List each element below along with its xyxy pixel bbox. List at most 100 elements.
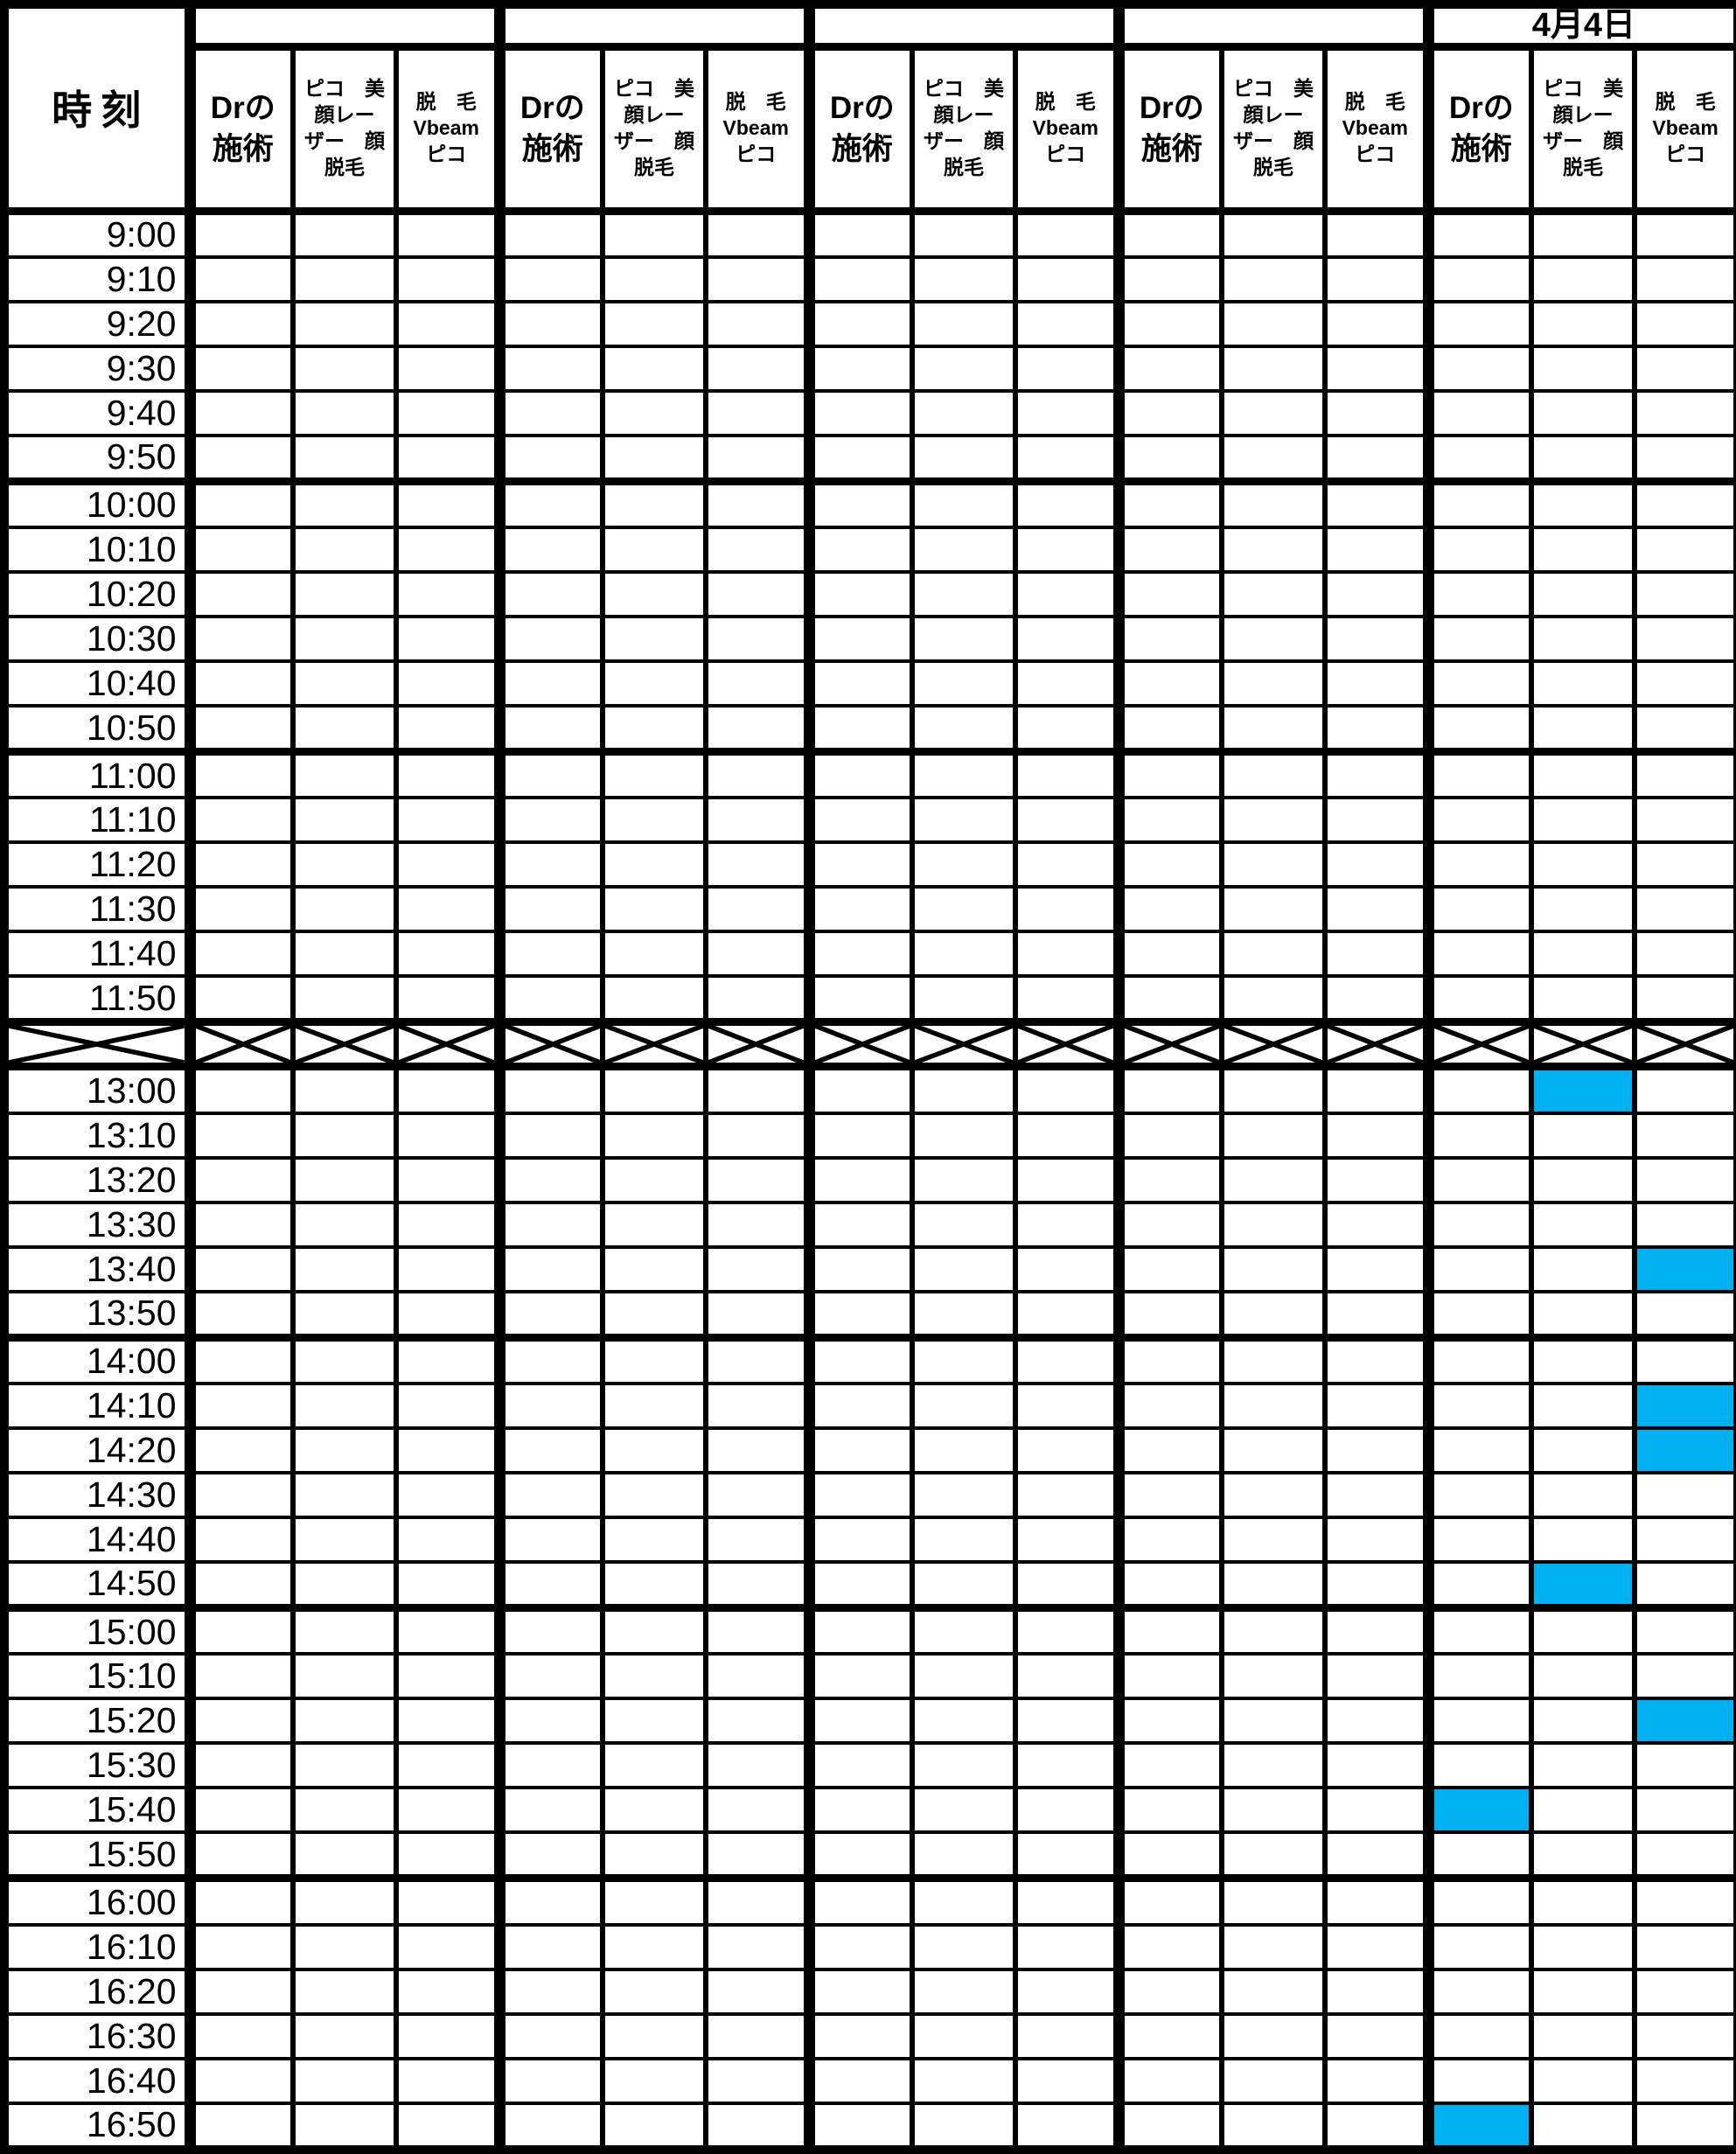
schedule-cell[interactable]	[600, 1155, 708, 1204]
schedule-cell[interactable]	[290, 1333, 398, 1385]
schedule-cell[interactable]	[1112, 840, 1224, 889]
schedule-cell[interactable]	[1322, 1470, 1431, 1519]
schedule-cell[interactable]	[1219, 388, 1328, 437]
schedule-cell[interactable]	[493, 1874, 605, 1927]
schedule-cell[interactable]	[393, 344, 502, 393]
schedule-cell[interactable]	[290, 299, 398, 348]
schedule-cell[interactable]	[1013, 254, 1121, 303]
schedule-cell[interactable]	[493, 659, 605, 708]
schedule-cell[interactable]	[1632, 477, 1736, 529]
schedule-cell[interactable]	[393, 2011, 502, 2060]
schedule-cell[interactable]	[910, 1333, 1018, 1385]
schedule-cell[interactable]	[803, 840, 915, 889]
schedule-cell[interactable]	[184, 2101, 295, 2152]
schedule-cell[interactable]	[1112, 1200, 1224, 1249]
schedule-cell[interactable]	[803, 2056, 915, 2105]
schedule-cell[interactable]	[803, 388, 915, 437]
schedule-cell[interactable]	[1322, 525, 1431, 574]
schedule-cell[interactable]	[600, 1652, 708, 1701]
schedule-cell[interactable]	[703, 477, 812, 529]
schedule-cell[interactable]	[703, 1426, 812, 1474]
schedule-cell[interactable]	[803, 1652, 915, 1701]
schedule-cell[interactable]	[493, 1604, 605, 1656]
schedule-cell[interactable]	[1529, 1111, 1637, 1160]
schedule-cell[interactable]	[1112, 930, 1224, 979]
schedule-cell[interactable]	[1013, 2056, 1121, 2105]
schedule-cell[interactable]	[1529, 1922, 1637, 1971]
schedule-cell[interactable]	[910, 254, 1018, 303]
schedule-cell[interactable]	[1219, 1697, 1328, 1746]
schedule-cell[interactable]	[184, 1786, 295, 1835]
schedule-cell[interactable]	[1219, 1155, 1328, 1204]
schedule-cell[interactable]	[1632, 1652, 1736, 1701]
schedule-cell[interactable]	[184, 1967, 295, 2016]
schedule-cell[interactable]	[1322, 1830, 1431, 1880]
schedule-cell[interactable]	[703, 1604, 812, 1656]
schedule-cell[interactable]	[1322, 1874, 1431, 1927]
schedule-cell[interactable]	[703, 1515, 812, 1564]
booked-cell[interactable]	[1632, 1244, 1736, 1293]
schedule-cell[interactable]	[1219, 1786, 1328, 1835]
schedule-cell[interactable]	[184, 1063, 295, 1115]
schedule-cell[interactable]	[1013, 1244, 1121, 1293]
schedule-cell[interactable]	[1422, 1381, 1534, 1430]
schedule-cell[interactable]	[910, 206, 1018, 259]
schedule-cell[interactable]	[600, 525, 708, 574]
schedule-cell[interactable]	[803, 1426, 915, 1474]
schedule-cell[interactable]	[1632, 1063, 1736, 1115]
schedule-cell[interactable]	[910, 2011, 1018, 2060]
schedule-cell[interactable]	[290, 796, 398, 845]
schedule-cell[interactable]	[1013, 659, 1121, 708]
schedule-cell[interactable]	[600, 885, 708, 934]
schedule-cell[interactable]	[493, 1741, 605, 1790]
schedule-cell[interactable]	[600, 388, 708, 437]
schedule-cell[interactable]	[703, 1063, 812, 1115]
schedule-cell[interactable]	[910, 477, 1018, 529]
schedule-cell[interactable]	[910, 1697, 1018, 1746]
schedule-cell[interactable]	[600, 1604, 708, 1656]
schedule-cell[interactable]	[1322, 1559, 1431, 1610]
schedule-cell[interactable]	[1529, 1155, 1637, 1204]
schedule-cell[interactable]	[703, 1289, 812, 1340]
schedule-cell[interactable]	[290, 930, 398, 979]
schedule-cell[interactable]	[393, 614, 502, 663]
schedule-cell[interactable]	[1112, 254, 1224, 303]
schedule-cell[interactable]	[290, 659, 398, 708]
schedule-cell[interactable]	[703, 1652, 812, 1701]
schedule-cell[interactable]	[1422, 1652, 1534, 1701]
schedule-cell[interactable]	[1632, 388, 1736, 437]
schedule-cell[interactable]	[1322, 659, 1431, 708]
schedule-cell[interactable]	[600, 1063, 708, 1115]
schedule-cell[interactable]	[290, 1786, 398, 1835]
schedule-cell[interactable]	[1322, 796, 1431, 845]
schedule-cell[interactable]	[1632, 1922, 1736, 1971]
schedule-cell[interactable]	[1322, 344, 1431, 393]
schedule-cell[interactable]	[1529, 433, 1637, 484]
schedule-cell[interactable]	[1112, 703, 1224, 754]
schedule-cell[interactable]	[1529, 885, 1637, 934]
schedule-cell[interactable]	[184, 885, 295, 934]
schedule-cell[interactable]	[393, 1289, 502, 1340]
schedule-cell[interactable]	[290, 974, 398, 1024]
schedule-cell[interactable]	[1013, 1967, 1121, 2016]
schedule-cell[interactable]	[1322, 1652, 1431, 1701]
schedule-cell[interactable]	[1529, 1289, 1637, 1340]
schedule-cell[interactable]	[1322, 930, 1431, 979]
schedule-cell[interactable]	[493, 569, 605, 618]
schedule-cell[interactable]	[1632, 344, 1736, 393]
schedule-cell[interactable]	[1632, 254, 1736, 303]
schedule-cell[interactable]	[1422, 1922, 1534, 1971]
schedule-cell[interactable]	[1529, 840, 1637, 889]
schedule-cell[interactable]	[184, 388, 295, 437]
schedule-cell[interactable]	[1219, 974, 1328, 1024]
schedule-cell[interactable]	[1219, 1381, 1328, 1430]
schedule-cell[interactable]	[290, 1063, 398, 1115]
schedule-cell[interactable]	[393, 433, 502, 484]
schedule-cell[interactable]	[803, 299, 915, 348]
schedule-cell[interactable]	[290, 1381, 398, 1430]
schedule-cell[interactable]	[184, 1333, 295, 1385]
schedule-cell[interactable]	[910, 614, 1018, 663]
schedule-cell[interactable]	[803, 796, 915, 845]
schedule-cell[interactable]	[290, 1111, 398, 1160]
schedule-cell[interactable]	[1422, 840, 1534, 889]
